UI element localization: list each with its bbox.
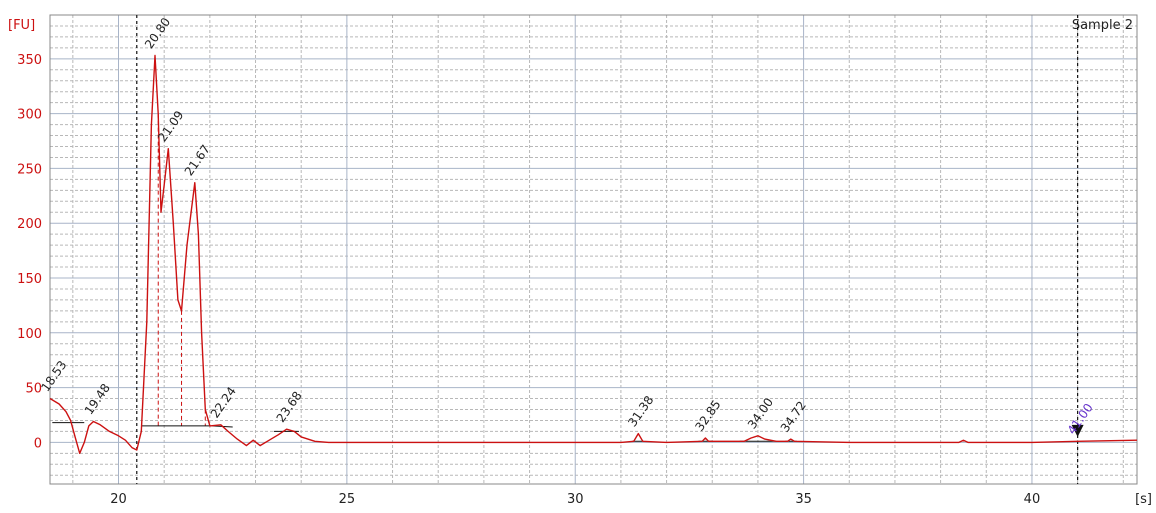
y-tick-label: 50 [25, 382, 42, 397]
y-axis-label: [FU] [8, 18, 35, 33]
y-tick-label: 350 [17, 53, 42, 68]
x-tick-label: 25 [339, 492, 356, 507]
y-tick-label: 300 [17, 108, 42, 123]
ladder-marker-icon [1071, 424, 1084, 437]
y-tick-label: 250 [17, 162, 42, 177]
x-tick-label: 40 [1024, 492, 1041, 507]
sample-label: Sample 2 [1072, 18, 1133, 33]
x-tick-label: 20 [110, 492, 127, 507]
electropherogram-trace [49, 54, 1138, 454]
x-tick-label: 35 [795, 492, 812, 507]
y-tick-label: 200 [17, 217, 42, 232]
y-tick-label: 150 [17, 272, 42, 287]
x-axis-label: [s] [1135, 492, 1152, 507]
y-tick-label: 0 [34, 436, 42, 451]
y-tick-label: 100 [17, 327, 42, 342]
x-tick-label: 30 [567, 492, 584, 507]
plot-frame [49, 14, 1138, 485]
plot-area [50, 15, 1137, 484]
